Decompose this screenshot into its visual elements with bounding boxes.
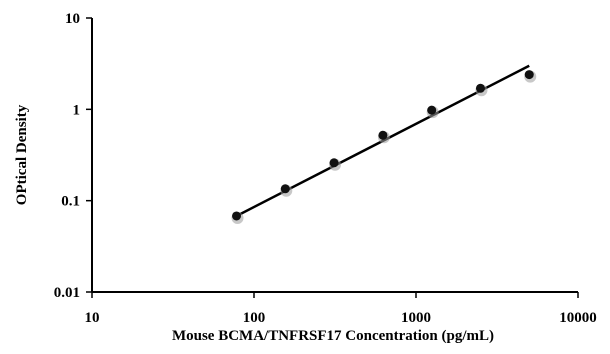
- data-point: [524, 70, 534, 80]
- x-tick-label: 100: [243, 310, 266, 326]
- x-tick-label: 10: [85, 310, 100, 326]
- x-tick-label: 10000: [559, 310, 597, 326]
- x-tick-label: 1000: [401, 310, 431, 326]
- data-point: [475, 83, 485, 93]
- data-point: [329, 158, 339, 168]
- data-point: [232, 211, 242, 221]
- data-point: [427, 105, 437, 115]
- data-point: [280, 184, 290, 194]
- y-tick-label: 1: [73, 102, 81, 118]
- y-tick-label: 0.1: [61, 194, 80, 210]
- y-tick-label: 10: [65, 11, 80, 27]
- axes: [91, 18, 578, 293]
- y-tick-label: 0.01: [54, 285, 80, 301]
- data-points: [231, 70, 537, 224]
- ticks: [86, 17, 579, 298]
- x-axis-title: Mouse BCMA/TNFRSF17 Concentration (pg/mL…: [172, 328, 494, 344]
- y-axis-title: OPtical Density: [14, 104, 30, 205]
- tick-labels: 10 100 1000 10000 0.01 0.1 1 10: [54, 11, 597, 326]
- data-point: [378, 130, 388, 140]
